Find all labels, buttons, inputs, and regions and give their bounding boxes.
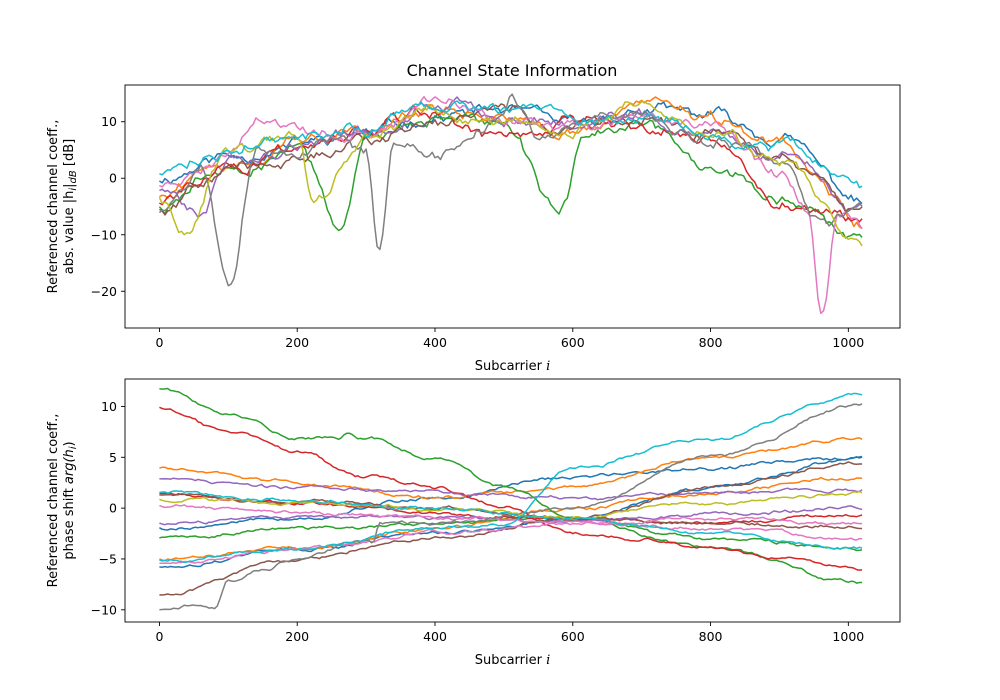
series-line-0 (158, 101, 863, 205)
x-tick-label: 600 (561, 629, 585, 644)
series-line-5 (159, 103, 863, 216)
y-tick-label: −10 (91, 602, 117, 617)
y-tick-label: 0 (109, 501, 117, 516)
y-tick-label: 5 (109, 450, 117, 465)
series-line-15 (159, 490, 863, 520)
series-line-8 (159, 477, 863, 501)
x-tick-label: 0 (155, 629, 163, 644)
x-axis-label: Subcarrier i (475, 653, 551, 668)
figure-title: Channel State Information (407, 61, 618, 80)
x-tick-label: 400 (423, 335, 447, 350)
series-line-11 (159, 493, 863, 530)
series-line-4 (159, 387, 863, 584)
x-tick-label: 800 (699, 629, 723, 644)
y-tick-label: −20 (91, 284, 117, 299)
y-tick-label: 0 (109, 171, 117, 186)
series-line-12 (159, 504, 863, 541)
y-tick-label: 10 (101, 399, 117, 414)
y-tick-label: −5 (99, 551, 117, 566)
axes-frame (124, 84, 901, 329)
series-line-7 (158, 93, 863, 287)
phase-plot: 0 200 400 600 800 1000 −10 −5 0 5 10 Subcarrier i Re… (46, 378, 901, 668)
y-tick-label: 10 (101, 114, 117, 129)
series-group (158, 93, 863, 315)
series-line-9 (159, 100, 863, 189)
x-tick-label: 0 (155, 335, 163, 350)
series-line-3 (159, 104, 863, 223)
x-tick-label: 800 (699, 335, 723, 350)
series-line-16 (159, 392, 863, 564)
y-axis-label: Referenced channel coeff.,abs. value |hi… (46, 120, 79, 294)
series-line-2 (159, 436, 863, 500)
series-line-17 (159, 490, 863, 550)
magnitude-plot: 0 200 400 600 800 1000 −20 −10 0 10 Subcarrier i Re… (46, 84, 901, 374)
x-axis-label: Subcarrier i (475, 359, 551, 374)
series-group (159, 387, 863, 611)
axes-frame (124, 378, 901, 623)
series-line-0 (159, 455, 863, 531)
series-line-1 (159, 96, 863, 229)
x-tick-label: 1000 (832, 335, 864, 350)
x-tick-label: 1000 (832, 629, 864, 644)
series-line-7 (159, 492, 863, 525)
x-tick-label: 600 (561, 335, 585, 350)
series-line-2 (158, 112, 863, 239)
series-line-6 (159, 406, 863, 571)
x-tick-label: 400 (423, 629, 447, 644)
y-axis-label: Referenced channel coeff.,phase shift ar… (46, 414, 79, 588)
series-line-10 (159, 461, 863, 596)
x-tick-label: 200 (285, 629, 309, 644)
x-tick-label: 200 (285, 335, 309, 350)
y-tick-label: −10 (91, 227, 117, 242)
series-line-14 (159, 403, 863, 611)
